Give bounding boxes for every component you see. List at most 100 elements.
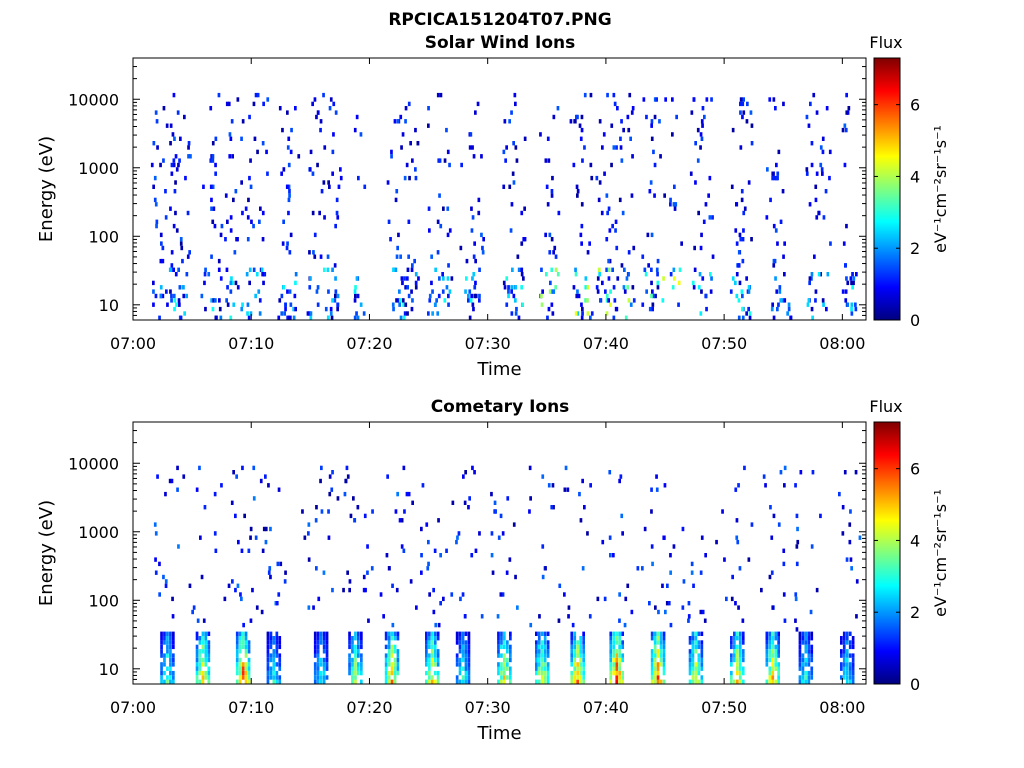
heatmap-cell [313, 670, 317, 676]
heatmap-cell [739, 110, 742, 115]
heatmap-cell [169, 206, 172, 211]
heatmap-cell [332, 101, 336, 107]
heatmap-cell [326, 254, 330, 259]
heatmap-cell [741, 679, 745, 684]
heatmap-cell [731, 127, 735, 133]
heatmap-cell [682, 579, 686, 584]
heatmap-cell [250, 219, 253, 224]
heatmap-cell [852, 280, 855, 286]
heatmap-cell [455, 662, 459, 667]
heatmap-cell [266, 670, 270, 676]
heatmap-cell [615, 679, 619, 684]
heatmap-cell [246, 311, 249, 316]
heatmap-cell [506, 640, 509, 645]
heatmap-cell [609, 653, 613, 658]
colorbar-tick-label: 0 [910, 675, 920, 694]
heatmap-cell [743, 465, 746, 471]
heatmap-cell [227, 583, 231, 588]
heatmap-cell [810, 162, 814, 168]
heatmap-cell [783, 298, 787, 303]
heatmap-cell [652, 149, 655, 155]
heatmap-cell [579, 649, 582, 654]
heatmap-cell [395, 298, 398, 303]
heatmap-cell [169, 670, 172, 676]
heatmap-cell [359, 302, 363, 307]
heatmap-cell [848, 679, 852, 684]
heatmap-cell [301, 509, 304, 514]
y-tick-label: 10000 [68, 90, 119, 109]
heatmap-cell [814, 184, 818, 189]
heatmap-cell [322, 662, 326, 667]
heatmap-cell [356, 505, 360, 510]
heatmap-cell [390, 631, 394, 636]
heatmap-cell [650, 649, 654, 654]
heatmap-cell [473, 285, 477, 290]
heatmap-cell [322, 570, 326, 575]
heatmap-cell [406, 267, 410, 272]
heatmap-cell [229, 280, 233, 286]
heatmap-cell [436, 219, 440, 224]
heatmap-cell [576, 649, 579, 654]
heatmap-cell [540, 657, 544, 663]
heatmap-cell [705, 306, 708, 312]
heatmap-cell [554, 285, 557, 290]
heatmap-cell [690, 110, 694, 115]
heatmap-cell [169, 649, 172, 654]
heatmap-cell [436, 636, 440, 641]
heatmap-cell [195, 666, 199, 671]
heatmap-cell [699, 570, 703, 575]
heatmap-cell [694, 631, 698, 636]
heatmap-cell [741, 631, 745, 636]
heatmap-cell [841, 531, 845, 536]
heatmap-cell [688, 636, 692, 641]
heatmap-cell [351, 675, 354, 680]
heatmap-cell [766, 167, 769, 172]
heatmap-cell [288, 250, 292, 255]
heatmap-cell [774, 644, 778, 650]
heatmap-cell [703, 114, 706, 120]
heatmap-cell [584, 285, 588, 290]
heatmap-cell [697, 640, 701, 645]
heatmap-cell [608, 258, 612, 264]
heatmap-cell [736, 631, 739, 636]
heatmap-cell [768, 649, 772, 654]
heatmap-cell [747, 180, 751, 185]
heatmap-cell [596, 276, 600, 281]
heatmap-cell [246, 215, 250, 220]
heatmap-cell [750, 237, 753, 242]
heatmap-cell [170, 293, 173, 299]
heatmap-cell [540, 631, 544, 636]
heatmap-cell [331, 171, 334, 176]
heatmap-cell [294, 306, 297, 312]
heatmap-cell [390, 662, 394, 667]
heatmap-cell [437, 518, 440, 523]
heatmap-cell [236, 97, 240, 102]
heatmap-cell [581, 311, 584, 316]
heatmap-cell [203, 505, 207, 510]
heatmap-cell [195, 679, 199, 684]
heatmap-cell [319, 636, 323, 641]
heatmap-cell [851, 662, 855, 667]
heatmap-cell [434, 622, 438, 628]
heatmap-cell [471, 302, 475, 307]
heatmap-cell [546, 679, 550, 684]
heatmap-cell [433, 636, 437, 641]
heatmap-cell [204, 670, 208, 676]
heatmap-cell [353, 127, 357, 133]
heatmap-cell [227, 101, 231, 107]
heatmap-cell [503, 119, 507, 124]
heatmap-cell [395, 587, 399, 593]
heatmap-cell [653, 636, 657, 641]
heatmap-cell [609, 640, 613, 645]
heatmap-cell [621, 210, 625, 216]
heatmap-cell [573, 657, 577, 663]
heatmap-cell [694, 679, 698, 684]
heatmap-cell [396, 636, 400, 641]
heatmap-cell [612, 657, 616, 663]
heatmap-cell [709, 272, 712, 277]
heatmap-cell [537, 636, 541, 641]
heatmap-cell [398, 302, 401, 307]
heatmap-cell [160, 631, 163, 636]
heatmap-cell [458, 670, 462, 676]
